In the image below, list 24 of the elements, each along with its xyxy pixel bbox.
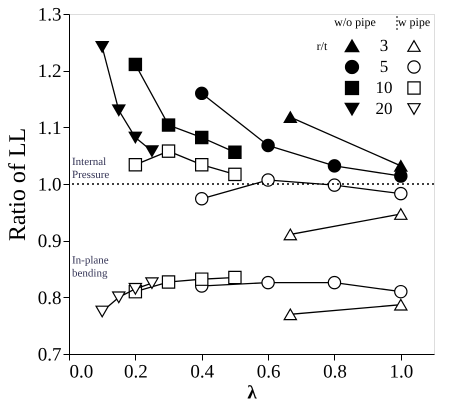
- annotation: w pipe: [398, 15, 430, 29]
- x-tick-label: 0.4: [190, 362, 215, 382]
- annotation: In-plane bending: [72, 254, 109, 280]
- x-tick-label: 0.0: [70, 362, 94, 382]
- y-tick-label: 1.1: [38, 118, 62, 139]
- y-tick-label: 0.7: [38, 344, 62, 366]
- legend-label: 3: [380, 36, 388, 55]
- x-tick-label: 0.6: [256, 362, 280, 382]
- annotation: w/o pipe: [334, 15, 376, 29]
- y-axis-title: Ratio of LL: [4, 128, 31, 242]
- legend-label: 5: [380, 57, 388, 76]
- legend-title: r/t: [316, 39, 328, 53]
- x-tick-label: 1.0: [389, 362, 414, 382]
- x-tick-label: 0.8: [323, 362, 347, 382]
- y-tick-label: 1.0: [38, 174, 62, 196]
- x-tick-label: 0.2: [124, 362, 148, 382]
- x-axis-title: λ: [247, 382, 258, 404]
- y-tick-label: 1.2: [38, 61, 62, 82]
- y-tick-label: 1.3: [38, 4, 62, 26]
- legend-label: 10: [376, 78, 392, 97]
- annotation: Internal Pressure: [72, 156, 110, 181]
- y-tick-label: 0.9: [38, 231, 62, 252]
- legend-label: 20: [376, 99, 392, 118]
- y-tick-label: 0.8: [38, 288, 62, 309]
